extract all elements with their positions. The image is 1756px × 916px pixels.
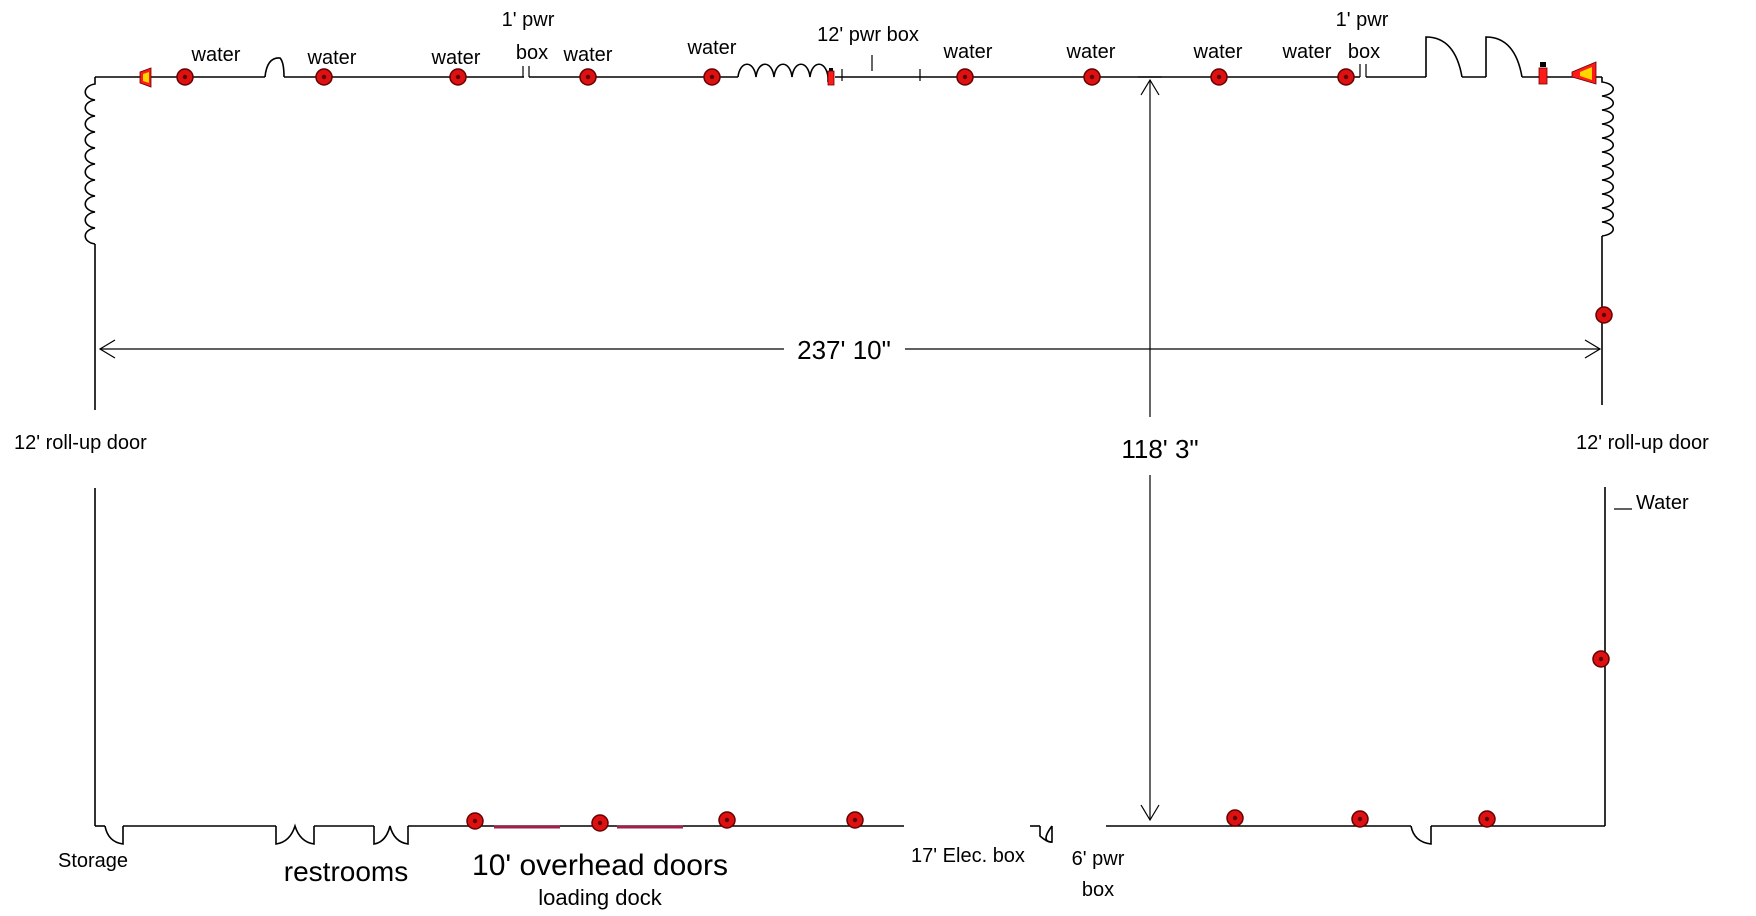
- elec-box-label: 17' Elec. box: [911, 845, 1025, 867]
- left-door-label: 12' roll-up door: [14, 432, 147, 454]
- storage-label: Storage: [58, 850, 128, 872]
- depth-dimension: 118' 3": [1121, 76, 1199, 822]
- water-fixture-center: [1601, 312, 1607, 318]
- door-arc-icon: [1425, 36, 1463, 78]
- water-label: water: [563, 44, 613, 66]
- fire-extinguisher-icon: [827, 68, 835, 86]
- water-fixture-center: [1357, 816, 1363, 822]
- pwr-box-label: 1' pwr: [502, 9, 555, 31]
- pwr-box-6-label: 6' pwr: [1072, 848, 1125, 870]
- left-wall: [84, 77, 96, 826]
- water-fixture-center: [1232, 815, 1238, 821]
- alarm-horn-icon: [139, 67, 152, 88]
- right-door-label: 12' roll-up door: [1576, 432, 1709, 454]
- water-fixture-center: [455, 74, 461, 80]
- water-label: water: [431, 47, 481, 69]
- depth-dimension-label: 118' 3": [1121, 434, 1198, 464]
- width-dimension-label: 237' 10": [797, 335, 891, 365]
- roll-up-door-top-icon: [737, 63, 829, 78]
- door-arc-icon: [1039, 826, 1053, 843]
- door-arc-icon: [104, 825, 124, 845]
- door-arc-icon: [264, 57, 285, 78]
- water-fixture-center: [597, 820, 603, 826]
- water-label: water: [943, 41, 993, 63]
- water-fixture-center: [724, 817, 730, 823]
- water-fixture-center: [472, 818, 478, 824]
- pwr-box-6-label: box: [1082, 879, 1114, 901]
- door-arc-icon: [373, 825, 409, 845]
- bottom-labels: Storage restrooms 10' overhead doors loa…: [58, 845, 1125, 910]
- alarm-horn-icon: [1571, 61, 1597, 85]
- water-fixture-center: [182, 74, 188, 80]
- roll-up-door-left-icon: [84, 77, 96, 245]
- pwr-box-label: box: [516, 42, 548, 64]
- pwr-box-label: 12' pwr box: [817, 24, 919, 46]
- right-water-label: Water: [1636, 492, 1689, 514]
- water-label: water: [1193, 41, 1243, 63]
- pwr-box-label: box: [1348, 41, 1380, 63]
- water-fixtures: [176, 68, 1613, 832]
- side-labels: 12' roll-up door 12' roll-up door Water: [14, 432, 1709, 514]
- door-arc-icon: [1485, 36, 1523, 78]
- width-dimension: 237' 10": [98, 335, 1602, 365]
- restrooms-label: restrooms: [284, 856, 408, 887]
- water-fixture-center: [1598, 656, 1604, 662]
- water-label: water: [1066, 41, 1116, 63]
- water-label: water: [191, 44, 241, 66]
- roll-up-door-right-icon: [1601, 77, 1615, 237]
- door-arc-icon: [1410, 825, 1432, 845]
- door-arc-icon: [275, 823, 315, 845]
- water-label: water: [1282, 41, 1332, 63]
- water-fixture-center: [1343, 74, 1349, 80]
- water-fixture-center: [1089, 74, 1095, 80]
- water-fixture-center: [1216, 74, 1222, 80]
- pwr-box-label: 1' pwr: [1336, 9, 1389, 31]
- water-fixture-center: [321, 74, 327, 80]
- water-label: water: [307, 47, 357, 69]
- water-fixture-center: [962, 74, 968, 80]
- door-arc-icon: [1045, 825, 1053, 843]
- bottom-wall: [95, 823, 1605, 845]
- water-fixture-center: [585, 74, 591, 80]
- overhead-doors-label: 10' overhead doors: [472, 849, 728, 882]
- loading-dock-label: loading dock: [538, 885, 663, 910]
- water-fixture-center: [1484, 816, 1490, 822]
- water-fixture-center: [852, 817, 858, 823]
- water-label: water: [687, 37, 737, 59]
- water-fixture-center: [709, 74, 715, 80]
- fire-extinguisher-icon: [1538, 62, 1548, 85]
- top-labels: water water water water water water wate…: [191, 9, 1389, 69]
